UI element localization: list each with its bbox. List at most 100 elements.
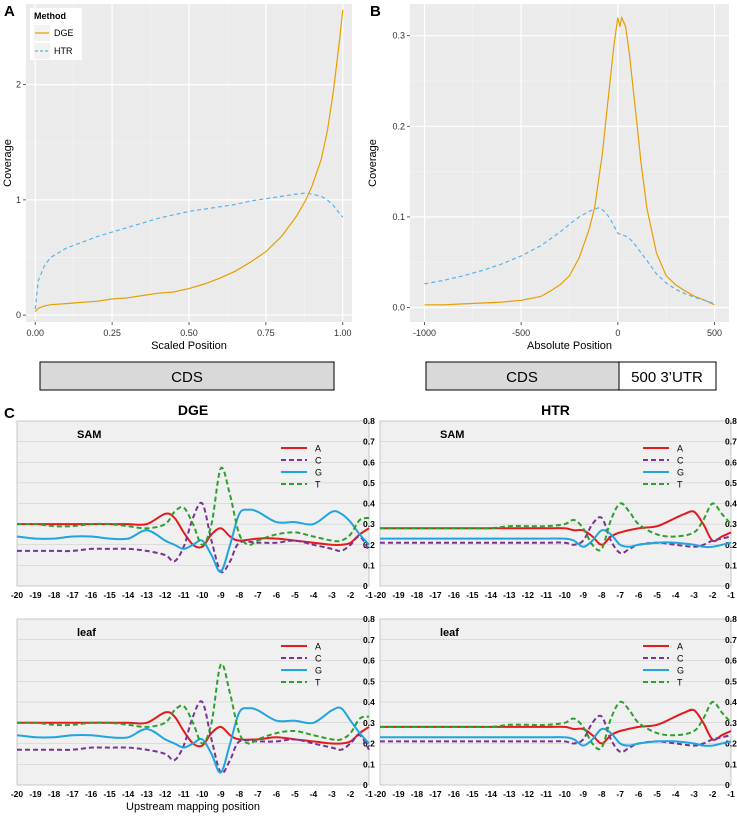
x-tick-label: -16 xyxy=(85,590,98,600)
x-tick-label: -9 xyxy=(217,590,225,600)
x-tick-label: -5 xyxy=(291,789,299,799)
x-tick-label: -8 xyxy=(598,590,606,600)
y-tick-label: 0.2 xyxy=(725,540,737,550)
y-tick-label: 0.3 xyxy=(363,519,375,529)
x-tick-label: -19 xyxy=(392,590,405,600)
x-tick-label: -15 xyxy=(466,789,479,799)
y-tick-label: 0.2 xyxy=(363,739,375,749)
y-tick-label: 0.0 xyxy=(392,303,405,313)
y-tick-label: 0.1 xyxy=(392,212,405,222)
x-tick-label: -10 xyxy=(196,590,209,600)
x-tick-label: 0.50 xyxy=(180,328,198,338)
x-tick-label: 0 xyxy=(615,328,620,338)
panel-label-a: A xyxy=(4,3,15,20)
y-tick-label: 0.2 xyxy=(725,739,737,749)
chart-b-coverage-absolute: -1000 -500 0 500 0.0 0.1 0.2 0.3 Absolute Positi… xyxy=(367,4,729,352)
legend-label-a: A xyxy=(315,642,321,652)
x-tick-label: -20 xyxy=(374,789,387,799)
y-tick-label: 0 xyxy=(363,780,368,790)
x-tick-label: -15 xyxy=(466,590,479,600)
legend-label-g: G xyxy=(677,468,684,478)
panel-subtitle: SAM xyxy=(77,429,101,441)
x-tick-label: -18 xyxy=(411,789,424,799)
y-tick-label: 0.1 xyxy=(363,759,375,769)
legend-label-g: G xyxy=(315,666,322,676)
x-tick-label: -16 xyxy=(448,590,461,600)
series-line-htr xyxy=(34,192,344,310)
y-tick-label: 0.5 xyxy=(363,676,375,686)
y-tick-label: 0.3 xyxy=(363,718,375,728)
y-tick-label: 0 xyxy=(16,310,21,320)
panel-title: HTR xyxy=(541,402,570,418)
x-tick-label: -5 xyxy=(653,789,661,799)
x-tick-label: 0.75 xyxy=(257,328,275,338)
series-line-c xyxy=(17,501,370,574)
y-axis-label: Coverage xyxy=(2,139,14,187)
series-line-dge xyxy=(34,9,344,313)
x-tick-label: -14 xyxy=(485,590,498,600)
x-tick-label: -9 xyxy=(217,789,225,799)
y-tick-label: 0.8 xyxy=(363,614,375,624)
x-tick-label: -8 xyxy=(236,789,244,799)
x-tick-label: -7 xyxy=(254,590,262,600)
x-tick-label: -9 xyxy=(579,789,587,799)
y-tick-label: 0.8 xyxy=(725,614,737,624)
x-tick-label: -5 xyxy=(291,590,299,600)
legend-title: Method xyxy=(34,11,66,21)
y-tick-label: 0.6 xyxy=(363,656,375,666)
legend-label-c: C xyxy=(315,456,322,466)
x-tick-label: -7 xyxy=(254,789,262,799)
y-tick-label: 0 xyxy=(725,581,730,591)
x-tick-label: -13 xyxy=(141,789,154,799)
series-line-g xyxy=(16,508,370,573)
series-line-g xyxy=(380,727,732,747)
x-tick-label: -19 xyxy=(392,789,405,799)
x-tick-label: -1 xyxy=(365,789,373,799)
x-tick-label: -12 xyxy=(159,789,172,799)
cds-bar-b xyxy=(425,361,620,391)
x-tick-label: -14 xyxy=(122,789,135,799)
x-tick-label: -10 xyxy=(559,590,572,600)
panel-subtitle: leaf xyxy=(77,627,96,639)
y-tick-label: 0.7 xyxy=(363,635,375,645)
series-line-t xyxy=(16,663,370,745)
series-line-t xyxy=(379,502,732,552)
legend-label-c: C xyxy=(677,456,684,466)
x-tick-label: -6 xyxy=(273,789,281,799)
x-tick-label: -11 xyxy=(540,789,552,799)
legend-label-htr: HTR xyxy=(54,46,73,56)
x-tick-label: -2 xyxy=(709,789,717,799)
legend-label-t: T xyxy=(677,480,683,490)
x-tick-label: -3 xyxy=(328,789,336,799)
x-tick-label: -18 xyxy=(411,590,424,600)
legend-label-t: T xyxy=(677,678,683,688)
x-tick-label: -13 xyxy=(141,590,154,600)
x-tick-label: -14 xyxy=(122,590,135,600)
y-tick-label: 0.4 xyxy=(725,697,737,707)
legend-label-g: G xyxy=(677,666,684,676)
x-axis-label: Absolute Position xyxy=(527,340,612,352)
series-line-c xyxy=(380,516,732,555)
series-line-t xyxy=(16,466,370,546)
x-tick-label: -2 xyxy=(347,789,355,799)
series-line-g xyxy=(380,529,732,549)
panel-label-b: B xyxy=(370,3,381,20)
series-line-g xyxy=(16,706,370,774)
x-tick-label: -7 xyxy=(616,590,624,600)
cds-bar-a xyxy=(39,361,335,391)
utr-bar-b-label: 500 3’UTR xyxy=(631,369,703,386)
x-tick-label: -3 xyxy=(690,590,698,600)
legend-label-t: T xyxy=(315,480,321,490)
y-tick-label: 0.4 xyxy=(725,499,737,509)
x-tick-label: -11 xyxy=(178,789,190,799)
x-tick-label: -9 xyxy=(579,590,587,600)
x-tick-label: -4 xyxy=(310,789,318,799)
x-tick-label: -20 xyxy=(374,590,387,600)
x-tick-label: -6 xyxy=(273,590,281,600)
x-tick-label: -20 xyxy=(11,789,24,799)
x-tick-label: -2 xyxy=(709,590,717,600)
legend-label-a: A xyxy=(677,642,683,652)
y-tick-label: 2 xyxy=(16,80,21,90)
x-tick-label: -4 xyxy=(672,590,680,600)
